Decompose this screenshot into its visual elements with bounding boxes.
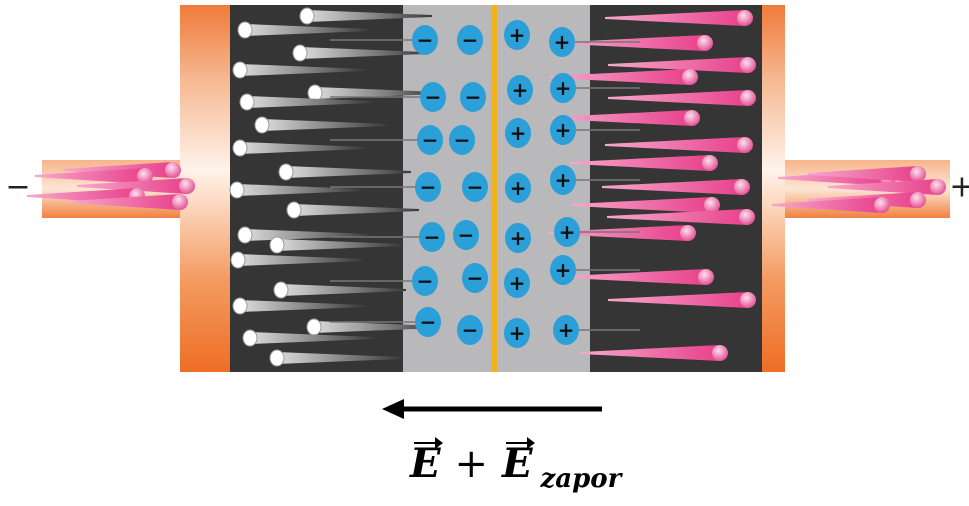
positive-ion-sign: + — [559, 220, 576, 244]
negative-ion-sign: − — [465, 85, 482, 109]
electron — [702, 155, 718, 171]
electron — [734, 179, 750, 195]
electron — [740, 90, 756, 106]
positive-ion-sign: + — [555, 118, 572, 142]
negative-ion-sign: − — [425, 85, 442, 109]
positive-ion-sign: + — [509, 23, 526, 47]
terminal-minus: − — [5, 170, 30, 205]
electron — [165, 162, 181, 178]
electron — [172, 194, 188, 210]
junction-line — [492, 5, 497, 372]
negative-ion-sign: − — [417, 269, 434, 293]
positive-ion-sign: + — [555, 76, 572, 100]
diagram: − + −−−−−−−−−−−−−−++++++++++++++ E+Ezapo… — [0, 0, 969, 506]
negative-ion-sign: − — [454, 128, 471, 152]
electron — [910, 192, 926, 208]
hole — [231, 252, 245, 268]
negative-ion-sign: − — [417, 28, 434, 52]
positive-ion-sign: + — [509, 271, 526, 295]
subscript: zapor — [541, 464, 622, 494]
hole — [270, 237, 284, 253]
hole — [230, 182, 244, 198]
negative-ion-sign: − — [462, 28, 479, 52]
field-symbol: E — [502, 440, 533, 487]
electron — [874, 197, 890, 213]
hole — [233, 62, 247, 78]
hole — [233, 140, 247, 156]
negative-ion-sign: − — [424, 225, 441, 249]
negative-ion-sign: − — [458, 223, 475, 247]
hole — [300, 8, 314, 24]
field-arrow-head — [382, 399, 404, 419]
positive-ion-sign: + — [555, 168, 572, 192]
positive-ion-sign: + — [554, 30, 571, 54]
operator: + — [455, 441, 489, 487]
hole — [279, 164, 293, 180]
electron — [684, 110, 700, 126]
hole — [255, 117, 269, 133]
positive-ion-sign: + — [558, 318, 575, 342]
hole — [307, 319, 321, 335]
negative-ion-sign: − — [422, 128, 439, 152]
electron — [740, 57, 756, 73]
electron — [682, 69, 698, 85]
right-contact — [760, 5, 785, 372]
negative-ion-sign: − — [467, 266, 484, 290]
positive-ion-sign: + — [510, 176, 527, 200]
electron — [737, 10, 753, 26]
hole — [293, 45, 307, 61]
hole — [287, 202, 301, 218]
electron — [179, 178, 195, 194]
positive-ion-sign: + — [510, 226, 527, 250]
electron — [930, 179, 946, 195]
hole — [243, 330, 257, 346]
field-symbol: E — [410, 440, 441, 487]
positive-ion-sign: + — [512, 78, 529, 102]
electron — [712, 345, 728, 361]
positive-ion-sign: + — [555, 258, 572, 282]
negative-ion-sign: − — [462, 318, 479, 342]
terminal-plus: + — [949, 170, 969, 205]
hole — [270, 350, 284, 366]
electron — [737, 137, 753, 153]
negative-ion-sign: − — [420, 310, 437, 334]
electron — [739, 209, 755, 225]
positive-ion-sign: + — [509, 321, 526, 345]
positive-ion-sign: + — [510, 121, 527, 145]
hole — [240, 94, 254, 110]
electron — [910, 166, 926, 182]
negative-ion-sign: − — [467, 175, 484, 199]
pn-junction: − + −−−−−−−−−−−−−−++++++++++++++ — [0, 0, 969, 506]
hole — [238, 22, 252, 38]
electron — [680, 225, 696, 241]
hole — [274, 282, 288, 298]
electron — [697, 35, 713, 51]
hole — [238, 227, 252, 243]
hole — [233, 298, 247, 314]
electron — [698, 269, 714, 285]
electron — [740, 292, 756, 308]
negative-ion-sign: − — [420, 175, 437, 199]
